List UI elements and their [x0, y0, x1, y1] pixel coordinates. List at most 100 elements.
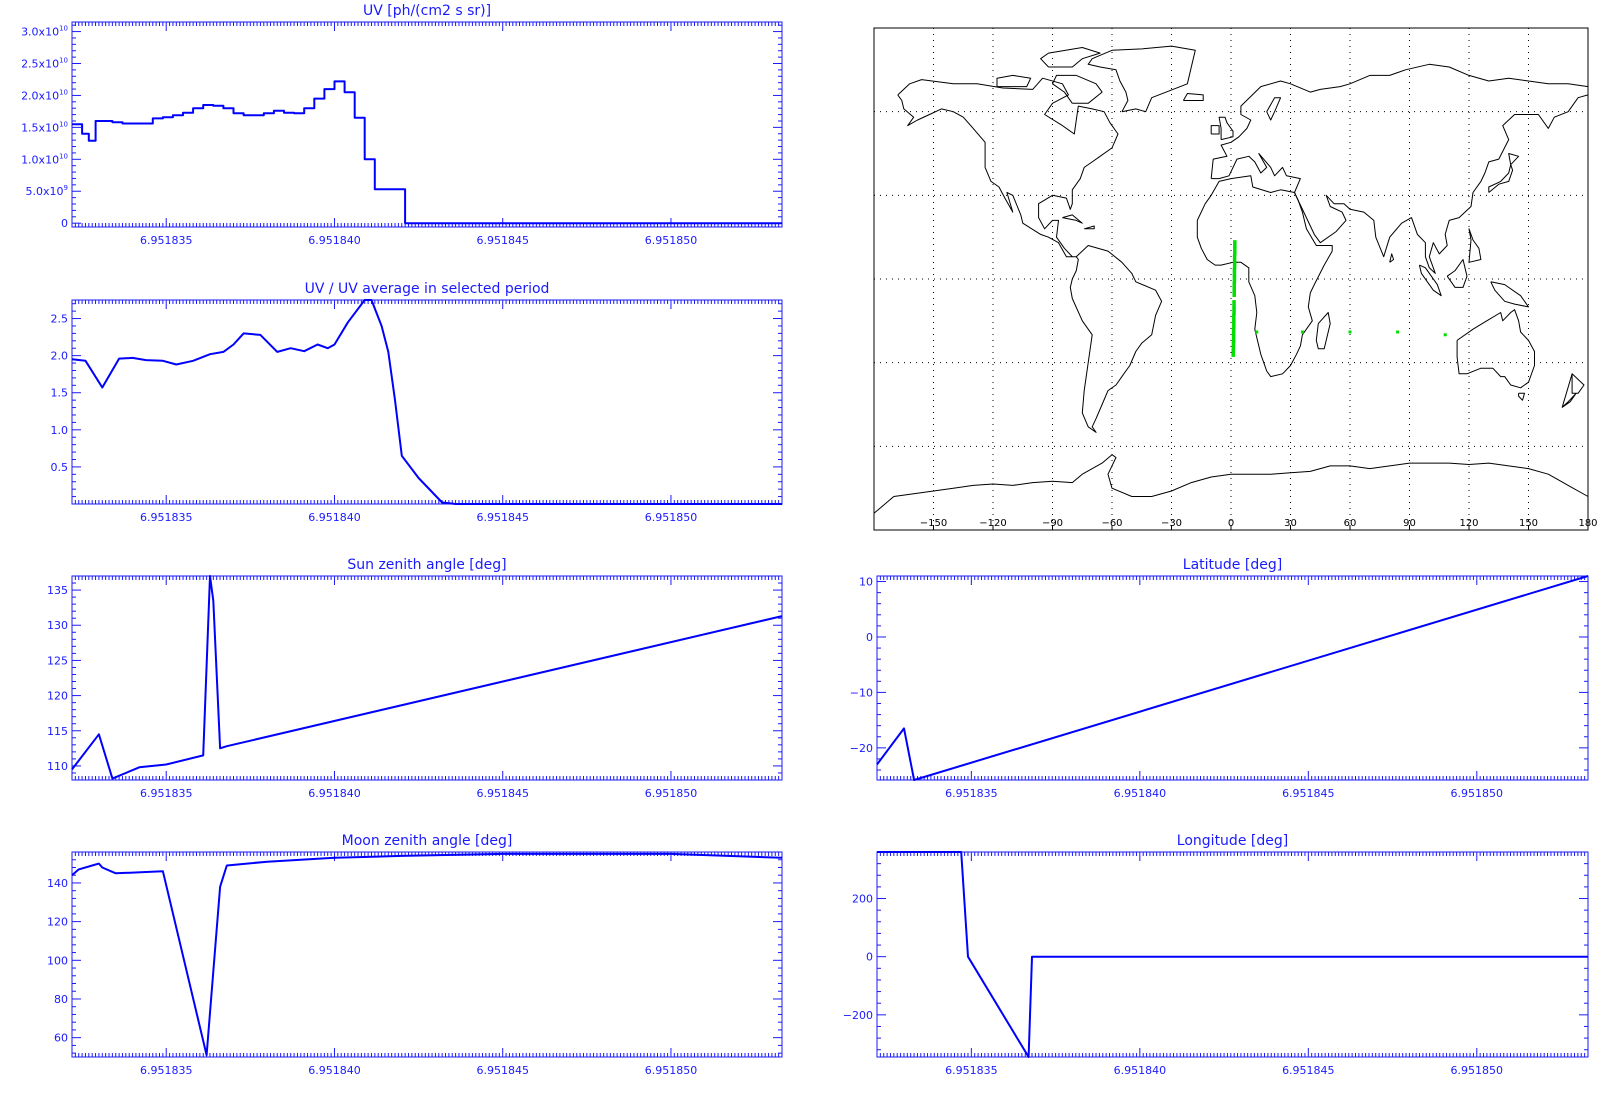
track-point	[1231, 348, 1235, 357]
map-x-tick-label: −90	[1042, 518, 1063, 529]
x-tick-label: 6.951835	[140, 234, 193, 247]
coastline-eurasia	[1210, 63, 1589, 274]
latitude-title: Latitude [deg]	[1183, 557, 1282, 573]
x-tick-label: 6.951850	[1451, 787, 1504, 800]
map-x-tick-label: −150	[920, 518, 947, 529]
track-point	[1231, 341, 1236, 350]
track-point	[1232, 300, 1236, 309]
x-tick-label: 6.951840	[1114, 787, 1167, 800]
uv-panel: UV [ph/(cm2 s sr)] 6.951835 6.951840 6.9518…	[21, 3, 783, 247]
track-point	[1233, 240, 1237, 249]
coastline-great-britain	[1218, 116, 1234, 141]
coastline-north-america	[897, 77, 1119, 258]
y-tick-label: 100	[47, 954, 68, 967]
map-x-tick-label: −120	[979, 518, 1006, 529]
coastline-victoria-island	[996, 74, 1032, 88]
longitude-series-line	[877, 851, 1588, 1058]
y-tick-label: 0	[61, 217, 68, 230]
sun-zenith-title: Sun zenith angle [deg]	[347, 557, 506, 573]
x-tick-label: 6.951840	[1114, 1064, 1167, 1077]
track-point	[1232, 254, 1237, 263]
map-x-tick-label: 0	[1228, 518, 1234, 529]
y-tick-label: 1.0x1010	[21, 152, 68, 166]
x-tick-label: 6.951850	[645, 234, 698, 247]
latitude-series-line	[876, 575, 1589, 781]
y-tick-label: 2.0x1010	[21, 88, 68, 102]
coastline-baffin-island	[1052, 74, 1103, 104]
coastline-cuba	[1062, 214, 1083, 224]
y-tick-label: 3.0x1010	[21, 25, 68, 39]
x-tick-label: 6.951840	[308, 787, 361, 800]
track-point	[1232, 275, 1237, 283]
plot-frame	[876, 851, 1589, 1058]
track-point	[1232, 314, 1236, 323]
coastline-scandinavia-gulf	[1266, 97, 1282, 121]
coastline-tasmania	[1518, 392, 1525, 401]
map-x-tick-label: −30	[1161, 518, 1182, 529]
coastline-australia	[1456, 309, 1535, 389]
uv-ratio-series-line	[71, 299, 782, 505]
plot-frame	[71, 851, 783, 1058]
track-point	[1231, 334, 1236, 343]
plot-frame	[876, 575, 1589, 781]
map-x-tick-label: −60	[1101, 518, 1122, 529]
track-point	[1232, 261, 1237, 270]
coastline-south-america	[1069, 245, 1163, 433]
uv-ratio-title: UV / UV average in selected period	[305, 281, 550, 297]
track-point	[1348, 330, 1352, 334]
y-tick-label: 1.0	[51, 424, 69, 437]
y-tick-label: 2.5x1010	[21, 57, 68, 71]
coastline-sri-lanka	[1389, 253, 1395, 263]
y-tick-label: 115	[47, 725, 68, 738]
plot-frame	[71, 299, 783, 505]
coastline-ellesmere	[1040, 47, 1101, 68]
y-tick-label: 1.5	[51, 387, 69, 400]
uv-series-line	[72, 80, 782, 225]
y-tick-label: 120	[47, 690, 68, 703]
y-tick-label: 0	[866, 631, 873, 644]
map-x-tick-label: 90	[1403, 518, 1416, 529]
x-tick-label: 6.951845	[1282, 787, 1335, 800]
moon-zenith-panel: Moon zenith angle [deg] 6.951835 6.951840 6…	[47, 833, 783, 1077]
track-point	[1232, 307, 1236, 316]
map-x-tick-label: 30	[1284, 518, 1297, 529]
x-tick-label: 6.951835	[140, 1064, 193, 1077]
y-tick-label: 1.5x1010	[21, 120, 68, 134]
track-point	[1231, 327, 1236, 336]
moon-zenith-series-line	[71, 852, 783, 1057]
y-tick-label: 200	[852, 893, 873, 906]
x-tick-label: 6.951835	[140, 511, 193, 524]
track-point	[1443, 333, 1447, 337]
y-tick-label: −20	[850, 742, 873, 755]
y-tick-label: 135	[47, 584, 68, 597]
coastline-borneo	[1446, 259, 1468, 288]
uv-title: UV [ph/(cm2 s sr)]	[363, 3, 491, 19]
y-tick-label: 130	[47, 619, 68, 632]
y-tick-label: −200	[843, 1009, 873, 1022]
x-tick-label: 6.951845	[476, 234, 529, 247]
coastline-madagascar	[1315, 312, 1331, 350]
x-tick-label: 6.951845	[476, 787, 529, 800]
x-tick-label: 6.951845	[1282, 1064, 1335, 1077]
x-tick-label: 6.951835	[140, 787, 193, 800]
y-tick-label: 60	[54, 1032, 68, 1045]
track-point	[1232, 321, 1236, 330]
map-x-tick-label: 60	[1344, 518, 1357, 529]
x-tick-label: 6.951850	[645, 1064, 698, 1077]
latitude-panel: Latitude [deg] 6.951835 6.951840 6.951845 6.…	[850, 557, 1589, 800]
sun-zenith-panel: Sun zenith angle [deg] 6.951835 6.951840 6.…	[47, 557, 783, 800]
track-point	[1255, 330, 1259, 334]
x-tick-label: 6.951835	[945, 787, 998, 800]
y-tick-label: 10	[859, 576, 873, 589]
longitude-panel: Longitude [deg] 6.951835 6.951840 6.951845 6…	[843, 833, 1589, 1077]
track-point	[1233, 247, 1237, 256]
x-tick-label: 6.951840	[308, 1064, 361, 1077]
x-tick-label: 6.951850	[645, 787, 698, 800]
y-tick-label: 140	[47, 877, 68, 890]
x-tick-label: 6.951840	[308, 234, 361, 247]
y-tick-label: −10	[850, 686, 873, 699]
y-tick-label: 0	[866, 951, 873, 964]
plot-frame	[71, 575, 783, 781]
y-tick-label: 2.0	[51, 350, 69, 363]
